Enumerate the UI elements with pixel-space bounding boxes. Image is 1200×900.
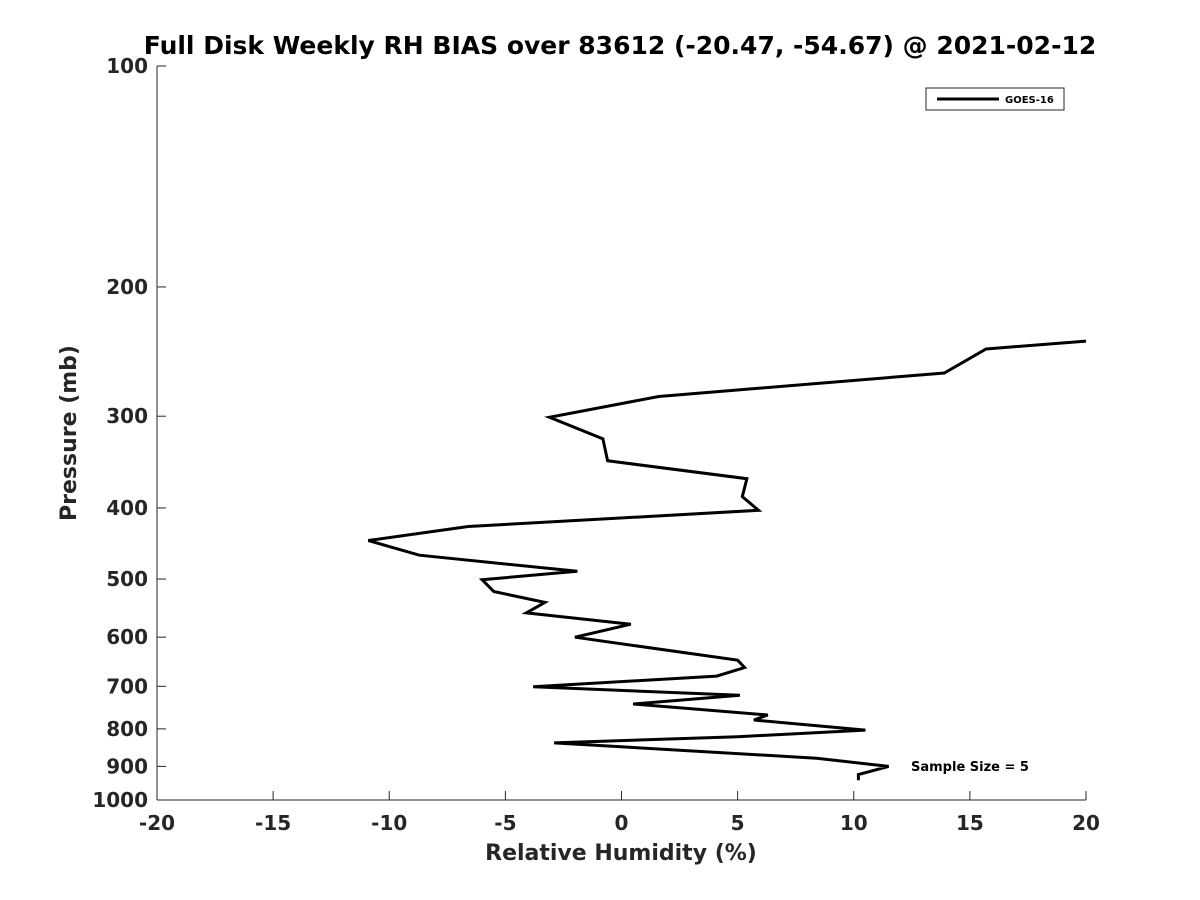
x-tick-label: -15: [255, 811, 291, 835]
y-tick-label: 700: [106, 674, 148, 698]
x-tick-label: 5: [731, 811, 745, 835]
x-tick-label: 0: [615, 811, 629, 835]
series-line-goes-16: [367, 339, 1087, 781]
y-tick-label: 200: [106, 275, 148, 299]
sample-size-annotation: Sample Size = 5: [911, 760, 1029, 775]
x-axis-ticks: -20 -15 -10 -5 0 5 10 15 20: [139, 791, 1100, 835]
y-tick-label: 100: [106, 54, 148, 78]
y-tick-label: 500: [106, 567, 148, 591]
y-tick-label: 800: [106, 717, 148, 741]
chart-title: Full Disk Weekly RH BIAS over 83612 (-20…: [144, 31, 1097, 60]
y-tick-label: 600: [106, 625, 148, 649]
y-tick-label: 300: [106, 404, 148, 428]
x-tick-label: 20: [1072, 811, 1100, 835]
x-axis-label: Relative Humidity (%): [485, 841, 757, 866]
x-tick-label: -5: [494, 811, 516, 835]
y-tick-label: 1000: [92, 788, 148, 812]
x-tick-label: -10: [371, 811, 407, 835]
y-tick-label: 900: [106, 754, 148, 778]
y-tick-label: 400: [106, 496, 148, 520]
y-axis-ticks: 100 200 300 400 500 600 700 800 900 1000: [92, 54, 166, 812]
x-tick-label: 10: [840, 811, 868, 835]
y-axis-label: Pressure (mb): [57, 345, 82, 521]
legend-label-goes-16: GOES-16: [1005, 95, 1054, 106]
x-tick-label: -20: [139, 811, 175, 835]
legend: GOES-16: [925, 87, 1065, 111]
series-layer: [367, 339, 1087, 781]
x-tick-label: 15: [956, 811, 984, 835]
